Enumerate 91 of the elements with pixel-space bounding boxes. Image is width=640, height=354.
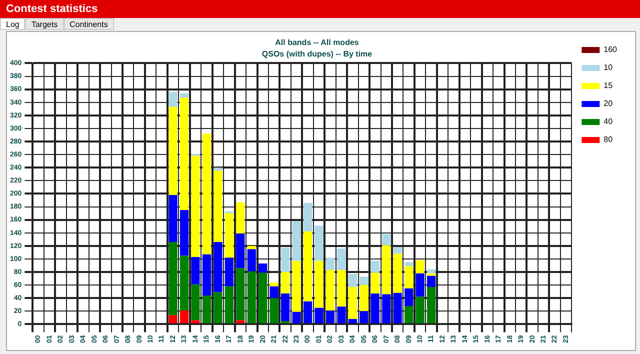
bar <box>180 310 189 324</box>
bar <box>326 310 335 324</box>
bar <box>337 248 346 270</box>
bar <box>382 234 391 246</box>
text: Targets <box>25 18 64 30</box>
bar <box>224 258 234 286</box>
bar <box>303 202 312 232</box>
legend-label: 40 <box>604 117 614 126</box>
chart-subtitle: QSOs (with dupes) -- By time <box>262 50 373 59</box>
bar <box>337 306 346 324</box>
bar <box>258 264 268 273</box>
bar <box>281 294 290 321</box>
bar <box>326 258 335 270</box>
bar <box>236 268 245 320</box>
bar <box>180 256 189 311</box>
bar <box>191 257 200 284</box>
bar <box>180 98 189 210</box>
bar <box>247 271 256 324</box>
bar <box>393 254 402 293</box>
bar <box>202 134 212 254</box>
bar <box>258 272 268 324</box>
bar <box>404 288 414 306</box>
chart-title: All bands -- All modes <box>275 38 360 48</box>
bar <box>292 260 301 312</box>
text: Continents <box>64 18 114 30</box>
bar <box>382 294 391 324</box>
bar <box>281 248 290 272</box>
bar <box>270 286 278 298</box>
bar <box>168 195 178 242</box>
bar <box>370 272 380 294</box>
bar <box>427 269 436 274</box>
bar <box>314 260 324 308</box>
bar <box>416 260 424 274</box>
bar <box>214 292 222 324</box>
bar <box>348 318 357 324</box>
bar <box>292 221 301 261</box>
bar <box>168 106 178 196</box>
bar <box>360 311 368 324</box>
bar <box>270 298 278 324</box>
bar <box>370 260 380 273</box>
legend-label: 160 <box>604 45 618 54</box>
legend-label: 20 <box>604 99 614 108</box>
bar <box>427 276 436 288</box>
text: Log <box>0 18 26 30</box>
bar <box>202 296 212 324</box>
legend-label: 10 <box>604 63 614 72</box>
bar <box>303 301 312 324</box>
bar <box>348 274 357 288</box>
bar <box>202 254 212 296</box>
bar <box>281 272 290 294</box>
bar <box>427 287 436 324</box>
bar <box>180 93 189 98</box>
bar <box>314 226 324 261</box>
bar <box>348 287 357 319</box>
bar <box>360 285 368 312</box>
bar <box>416 296 424 324</box>
bar <box>404 262 414 266</box>
bar <box>360 276 368 286</box>
bar <box>168 315 178 324</box>
bar <box>224 213 234 258</box>
bar <box>180 210 189 256</box>
bar <box>214 168 222 171</box>
bar <box>404 306 414 324</box>
bar <box>191 284 200 320</box>
bar <box>337 270 346 307</box>
bar <box>303 232 312 302</box>
bar <box>427 273 436 276</box>
bar <box>168 242 178 316</box>
bar <box>191 320 200 324</box>
bar <box>292 312 301 324</box>
bar <box>224 286 234 324</box>
bar <box>326 270 335 311</box>
bar <box>382 245 391 294</box>
bar <box>370 294 380 324</box>
bar <box>214 170 222 242</box>
legend-label: 80 <box>604 135 614 144</box>
bar <box>416 273 424 297</box>
bar <box>168 92 178 107</box>
bar <box>393 247 402 254</box>
bar <box>393 292 402 324</box>
text: Contest statistics <box>0 0 640 18</box>
bar <box>236 234 245 268</box>
bar <box>270 282 278 286</box>
bar <box>247 249 256 272</box>
bar <box>404 266 414 288</box>
bar <box>236 202 245 234</box>
bar <box>191 156 200 258</box>
bar <box>314 308 324 324</box>
bar <box>247 246 256 250</box>
legend-label: 15 <box>604 81 614 90</box>
bar <box>214 242 222 292</box>
